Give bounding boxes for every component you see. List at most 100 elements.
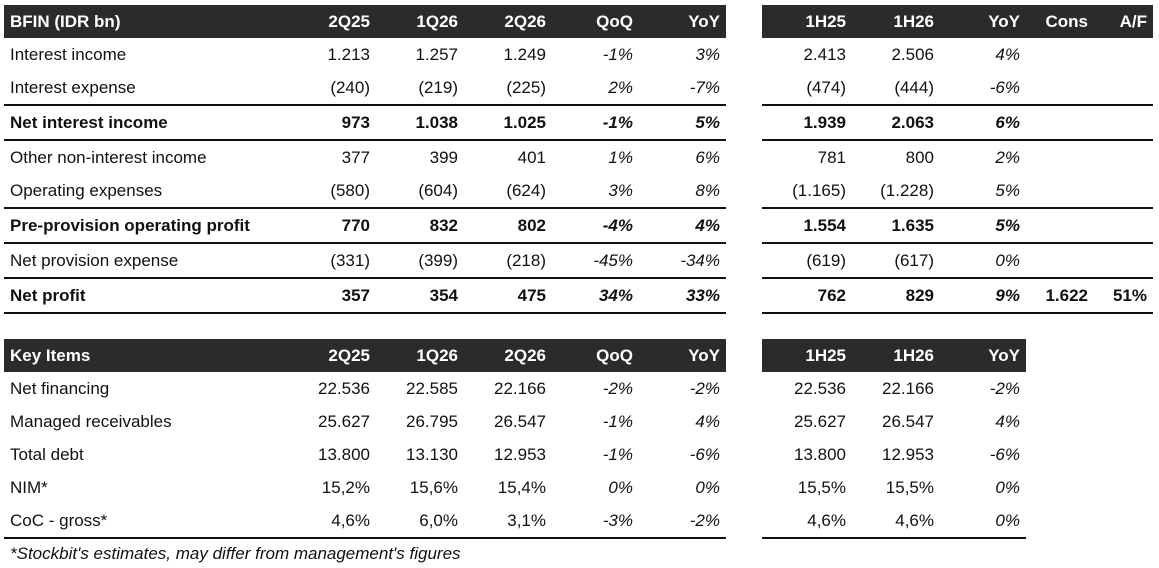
column-header: 1H25 (762, 5, 852, 38)
table-row: 22.536 22.166 -2% (762, 372, 1026, 405)
table-row: Net provision expense (331) (399) (218) … (4, 242, 726, 278)
cell: -45% (552, 242, 639, 278)
header-row: 1H25 1H26 YoY Cons A/F (762, 5, 1153, 38)
income-statement-halfyear-table: 1H25 1H26 YoY Cons A/F 2.413 2.506 4% (4… (762, 5, 1153, 314)
cell: (218) (464, 242, 552, 278)
column-header: QoQ (552, 5, 639, 38)
column-header: YoY (940, 5, 1026, 38)
key-items-quarterly-table: Key Items 2Q25 1Q26 2Q26 QoQ YoY Net fin… (4, 339, 726, 539)
header-row: Key Items 2Q25 1Q26 2Q26 QoQ YoY (4, 339, 726, 372)
cell: (474) (806, 77, 846, 97)
cell: -7% (689, 77, 720, 97)
cell (1026, 104, 1094, 140)
cell: 25.627 (794, 411, 846, 431)
row-label: Total debt (10, 444, 84, 464)
cell: 3% (608, 180, 633, 200)
cell: 5% (639, 104, 726, 140)
cell: 1.249 (503, 44, 546, 64)
cell: -2% (689, 378, 720, 398)
cell: 13.130 (406, 444, 458, 464)
cell: -2% (639, 504, 726, 539)
cell: 25.627 (318, 411, 370, 431)
cell: 1.257 (415, 44, 458, 64)
cell: 22.166 (882, 378, 934, 398)
column-header: Cons (1026, 5, 1094, 38)
table-row: 15,5% 15,5% 0% (762, 471, 1026, 504)
column-header: 1Q26 (376, 339, 464, 372)
cell: 357 (285, 277, 376, 314)
cell: -4% (552, 207, 639, 243)
table-row: Operating expenses (580) (604) (624) 3% … (4, 174, 726, 208)
cell: (617) (852, 242, 940, 278)
cell: 6% (639, 139, 726, 174)
table-row: NIM* 15,2% 15,6% 15,4% 0% 0% (4, 471, 726, 504)
table-row: 2.413 2.506 4% (762, 38, 1153, 71)
row-label: CoC - gross* (4, 504, 285, 539)
table-row: (1.165) (1.228) 5% (762, 174, 1153, 208)
cell: 475 (464, 277, 552, 314)
cell: 6,0% (376, 504, 464, 539)
cell: 3% (695, 44, 720, 64)
cell: 1.939 (762, 104, 852, 140)
table-row: Total debt 13.800 13.130 12.953 -1% -6% (4, 438, 726, 471)
cell: 26.547 (882, 411, 934, 431)
row-label: Net financing (10, 378, 110, 398)
cell: 4% (995, 411, 1020, 431)
cell: 0% (608, 477, 633, 497)
column-header: A/F (1094, 5, 1153, 38)
cell: 6% (940, 104, 1026, 140)
table-row: 1.939 2.063 6% (762, 104, 1153, 140)
cell: -1% (602, 411, 633, 431)
row-label: Other non-interest income (4, 139, 285, 174)
cell: 26.547 (494, 411, 546, 431)
cell (1094, 242, 1153, 278)
cell: 12.953 (882, 444, 934, 464)
cell: 13.800 (318, 444, 370, 464)
cell: (444) (894, 77, 934, 97)
cell: (219) (418, 77, 458, 97)
cell (1094, 104, 1153, 140)
cell: 4,6% (852, 504, 940, 539)
cell: -1% (602, 44, 633, 64)
cell: 22.536 (318, 378, 370, 398)
key-items-halfyear-table: 1H25 1H26 YoY 22.536 22.166 -2% 25.627 2… (762, 339, 1026, 539)
table-row: Net financing 22.536 22.585 22.166 -2% -… (4, 372, 726, 405)
cell: (619) (762, 242, 852, 278)
table-row: 762 829 9% 1.622 51% (762, 277, 1153, 314)
cell: 4,6% (762, 504, 852, 539)
cell: (624) (506, 180, 546, 200)
table-row: 4,6% 4,6% 0% (762, 504, 1026, 539)
cell: 2.413 (803, 44, 846, 64)
cell: -34% (639, 242, 726, 278)
cell: 13.800 (794, 444, 846, 464)
table-row: CoC - gross* 4,6% 6,0% 3,1% -3% -2% (4, 504, 726, 539)
cell: 1.213 (327, 44, 370, 64)
cell: 2.506 (891, 44, 934, 64)
column-header: 1H26 (852, 5, 940, 38)
table-row: 25.627 26.547 4% (762, 405, 1026, 438)
column-header: 1Q26 (376, 5, 464, 38)
cell (1026, 207, 1094, 243)
cell: 1.635 (852, 207, 940, 243)
cell: 1.038 (376, 104, 464, 140)
cell: 399 (376, 139, 464, 174)
table-row: Interest income 1.213 1.257 1.249 -1% 3% (4, 38, 726, 71)
table-title: Key Items (4, 339, 285, 372)
column-header: YoY (639, 5, 726, 38)
cell: 34% (552, 277, 639, 314)
row-label: Net provision expense (4, 242, 285, 278)
table-row: Interest expense (240) (219) (225) 2% -7… (4, 71, 726, 105)
cell: 9% (940, 277, 1026, 314)
cell: 802 (464, 207, 552, 243)
income-statement-quarterly-table: BFIN (IDR bn) 2Q25 1Q26 2Q26 QoQ YoY Int… (4, 5, 726, 314)
cell (1094, 207, 1153, 243)
cell: 15,5% (797, 477, 846, 497)
cell: 15,5% (885, 477, 934, 497)
footnote: *Stockbit's estimates, may differ from m… (10, 544, 461, 563)
cell: -6% (689, 444, 720, 464)
cell: (399) (376, 242, 464, 278)
cell: 2.063 (852, 104, 940, 140)
cell: 1% (552, 139, 639, 174)
table-row: Net profit 357 354 475 34% 33% (4, 277, 726, 314)
cell: 22.585 (406, 378, 458, 398)
